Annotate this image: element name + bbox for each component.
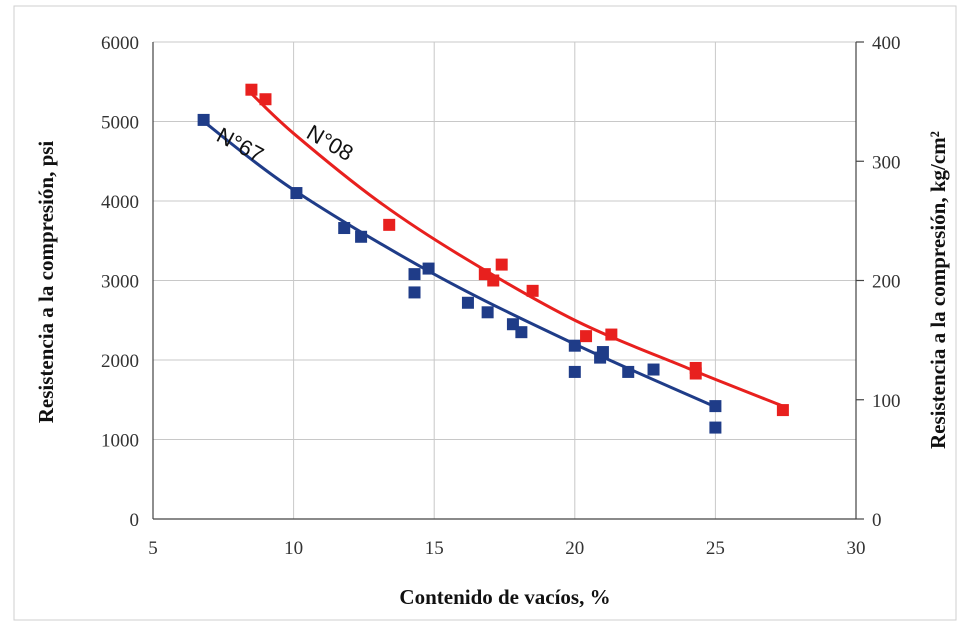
x-axis-title: Contenido de vacíos, % bbox=[399, 585, 610, 609]
data-point-n67 bbox=[422, 262, 435, 275]
y-tick-label: 4000 bbox=[101, 192, 139, 213]
data-point-n67 bbox=[461, 296, 474, 309]
y-tick-label: 2000 bbox=[101, 351, 139, 372]
y2-tick-label: 100 bbox=[872, 391, 901, 412]
data-point-n08 bbox=[689, 367, 702, 380]
data-point-n08 bbox=[605, 328, 618, 341]
y2-tick-label: 400 bbox=[872, 33, 901, 54]
data-point-n67 bbox=[709, 421, 722, 434]
x-tick-label: 15 bbox=[425, 538, 444, 559]
data-point-n08 bbox=[580, 330, 593, 343]
y2-tick-label: 200 bbox=[872, 272, 901, 293]
y-tick-label: 5000 bbox=[101, 113, 139, 134]
y-tick-label: 6000 bbox=[101, 33, 139, 54]
data-point-n67 bbox=[290, 187, 303, 200]
data-point-n08 bbox=[487, 274, 500, 287]
data-point-n08 bbox=[495, 258, 508, 271]
data-point-n67 bbox=[568, 339, 581, 352]
data-point-n67 bbox=[338, 222, 351, 235]
annotation-n08: N°08 bbox=[303, 120, 358, 166]
data-point-n67 bbox=[481, 306, 494, 319]
trend-line-n08 bbox=[250, 92, 784, 408]
axes bbox=[152, 41, 864, 520]
data-point-n08 bbox=[526, 284, 539, 297]
data-point-n67 bbox=[197, 113, 210, 126]
data-point-n67 bbox=[515, 326, 528, 339]
data-point-n08 bbox=[383, 218, 396, 231]
y-tick-label: 3000 bbox=[101, 272, 139, 293]
data-point-n67 bbox=[622, 365, 635, 378]
x-tick-label: 10 bbox=[284, 538, 303, 559]
y2-tick-label: 0 bbox=[872, 510, 882, 531]
data-point-n67 bbox=[596, 346, 609, 359]
trend-line-n67 bbox=[202, 120, 717, 409]
x-tick-label: 5 bbox=[148, 538, 158, 559]
x-tick-label: 25 bbox=[706, 538, 725, 559]
data-point-n67 bbox=[408, 286, 421, 299]
y-axis-title: Resistencia a la compresión, psi bbox=[34, 141, 58, 424]
data-point-n08 bbox=[259, 93, 272, 106]
y2-tick-label: 300 bbox=[872, 152, 901, 173]
data-point-n67 bbox=[647, 363, 660, 376]
data-point-n67 bbox=[355, 230, 368, 243]
data-point-n08 bbox=[776, 404, 789, 417]
annotation-n67: N°67 bbox=[213, 122, 268, 167]
chart-border bbox=[13, 5, 957, 621]
x-tick-label: 30 bbox=[847, 538, 866, 559]
data-point-n67 bbox=[709, 400, 722, 413]
y-tick-label: 1000 bbox=[101, 431, 139, 452]
data-point-n67 bbox=[568, 365, 581, 378]
y-tick-label: 0 bbox=[130, 510, 140, 531]
x-tick-label: 20 bbox=[565, 538, 584, 559]
tick-labels: 5 10 15 20 25 3001000200030004000500060000100… bbox=[101, 33, 901, 559]
data-point-n08 bbox=[245, 83, 258, 96]
data-point-n67 bbox=[408, 268, 421, 281]
y2-axis-title: Resistencia a la compresión, kg/cm² bbox=[926, 131, 950, 449]
data-points bbox=[197, 83, 789, 434]
grid bbox=[152, 41, 857, 520]
